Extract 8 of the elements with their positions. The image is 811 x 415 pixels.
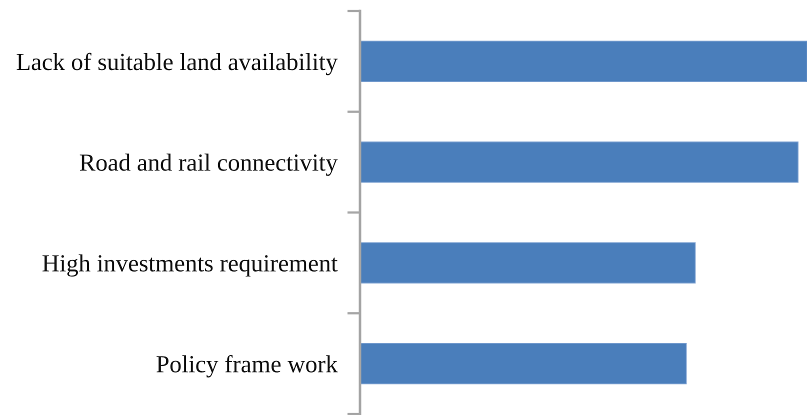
y-tick-label: High investments requirement — [42, 254, 338, 277]
bar — [360, 40, 807, 82]
bar — [360, 242, 696, 284]
y-tick-label: Road and rail connectivity — [80, 154, 338, 176]
y-tick-label: Lack of suitable land availability — [16, 52, 338, 76]
y-tick-label: Policy frame work — [156, 355, 338, 378]
bar — [360, 343, 687, 384]
bar — [360, 142, 798, 183]
